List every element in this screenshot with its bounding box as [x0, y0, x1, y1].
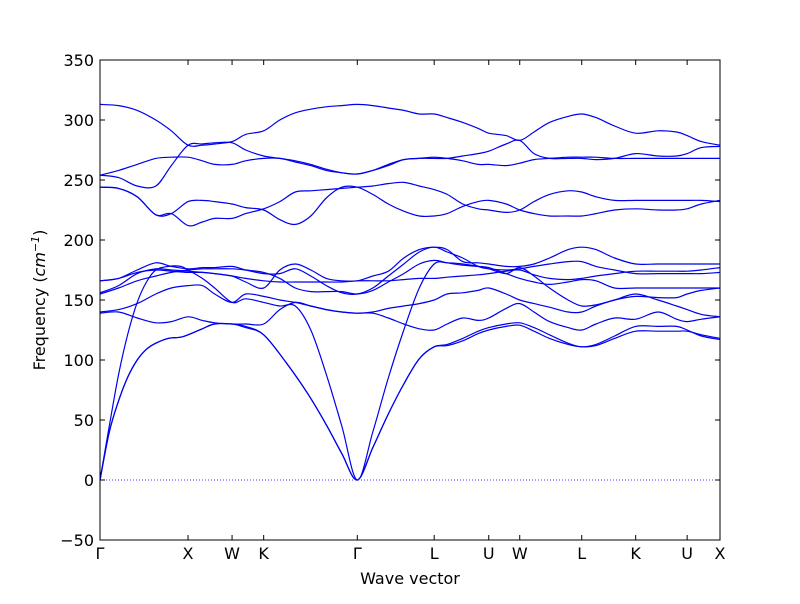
y-tick-label: 250 [63, 171, 94, 190]
y-tick-label: 350 [63, 51, 94, 70]
y-tick-label: 0 [84, 471, 94, 490]
y-tick-label: 200 [63, 231, 94, 250]
band-line-8 [99, 246, 720, 289]
x-tick-label: U [483, 544, 495, 563]
band-line-13 [99, 139, 721, 189]
y-axis-ticks: −50 0 50 100 150 200 250 300 350 [60, 51, 720, 550]
x-tick-label: K [630, 544, 641, 563]
band-line-9 [99, 246, 721, 295]
y-axis-label-exponent: −1 [29, 236, 42, 252]
x-tick-label: W [224, 544, 240, 563]
x-axis-label: Wave vector [360, 569, 460, 588]
x-tick-label: Γ [96, 544, 105, 563]
x-tick-label: L [577, 544, 586, 563]
x-tick-label: W [512, 544, 528, 563]
y-axis-label-suffix: ) [30, 230, 49, 236]
y-tick-label: 50 [74, 411, 94, 430]
band-line-10 [99, 185, 721, 226]
x-tick-label: Γ [353, 544, 362, 563]
y-tick-label: 150 [63, 291, 94, 310]
band-lines [99, 103, 721, 481]
band-line-14 [99, 103, 721, 147]
y-tick-label: 300 [63, 111, 94, 130]
y-axis-label-unit: cm [30, 252, 49, 276]
x-tick-label: X [715, 544, 726, 563]
y-tick-label: 100 [63, 351, 94, 370]
band-line-5 [99, 284, 721, 314]
x-tick-label: X [183, 544, 194, 563]
band-line-11 [99, 181, 721, 227]
band-line-2 [99, 322, 721, 481]
x-tick-label: K [258, 544, 269, 563]
y-axis-label-prefix: Frequency ( [30, 276, 49, 370]
x-tick-label: L [430, 544, 439, 563]
x-tick-label: U [681, 544, 693, 563]
band-line-4 [99, 301, 721, 331]
y-tick-label: −50 [60, 531, 94, 550]
band-line-6 [99, 259, 720, 295]
y-axis-label: Frequency (cm−1) [29, 230, 49, 371]
